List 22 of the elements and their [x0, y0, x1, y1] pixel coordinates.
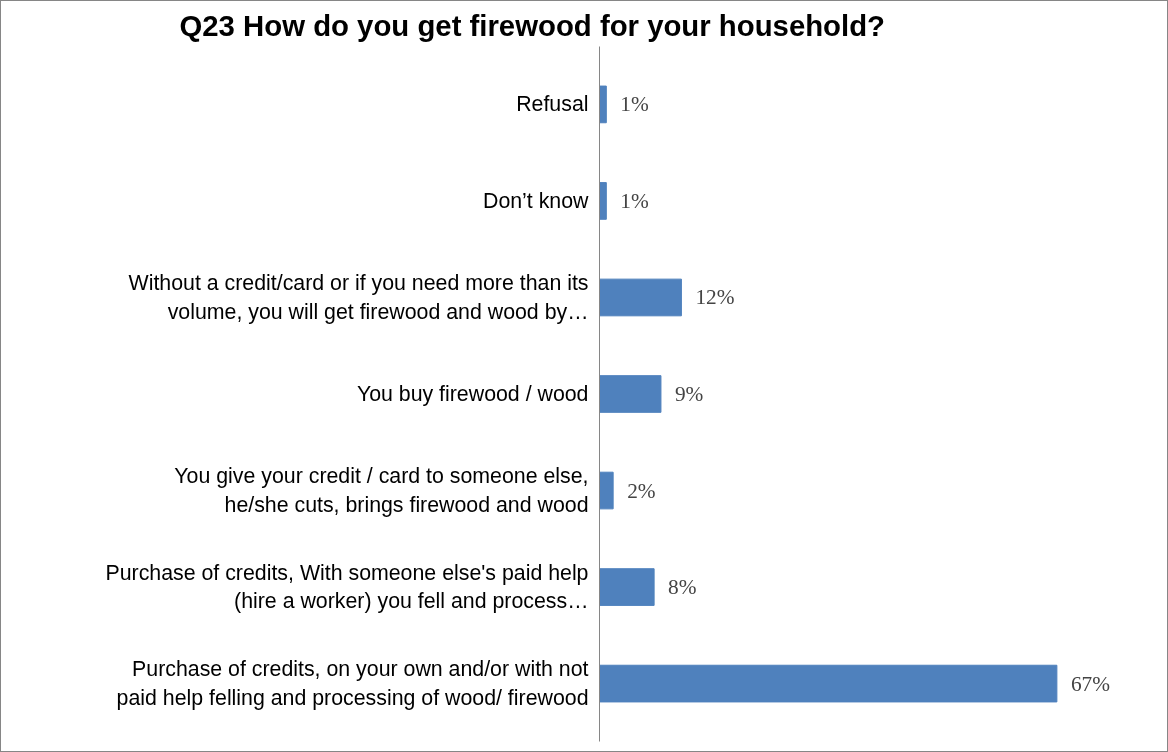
data-label: 9%: [674, 382, 704, 406]
bar: [599, 568, 655, 606]
data-label: 67%: [1070, 671, 1111, 696]
bar: [599, 85, 607, 124]
y-tick-label: Refusal: [516, 92, 589, 117]
data-label: 1%: [620, 92, 649, 117]
y-tick-label: You buy firewood / wood: [356, 382, 589, 406]
bar: [599, 278, 682, 317]
bar: [599, 664, 1058, 703]
bar: [599, 182, 607, 220]
y-tick-label: Don’t know: [482, 188, 590, 213]
bar: [599, 375, 662, 413]
data-label: 2%: [627, 478, 656, 503]
y-tick-label: Without a credit/card or if you need more than its volume, you will get firewood and wood by…: [128, 271, 589, 324]
data-label: 12%: [695, 285, 735, 310]
bar: [599, 471, 614, 510]
y-tick-label: Purchase of credits, With someone else's paid help (hire a worker) you fell and process…: [105, 560, 589, 614]
chart-title: Q23 How do you get firewood for your household?: [179, 8, 886, 42]
data-label: 8%: [668, 575, 697, 600]
y-tick-label: Purchase of credits, on your own and/or with not paid help felling and processing of wood/ firewood: [116, 657, 589, 710]
y-tick-label: You give your credit / card to someone else, he/she cuts, brings firewood and wood: [174, 464, 589, 517]
data-label: 1%: [620, 188, 649, 213]
